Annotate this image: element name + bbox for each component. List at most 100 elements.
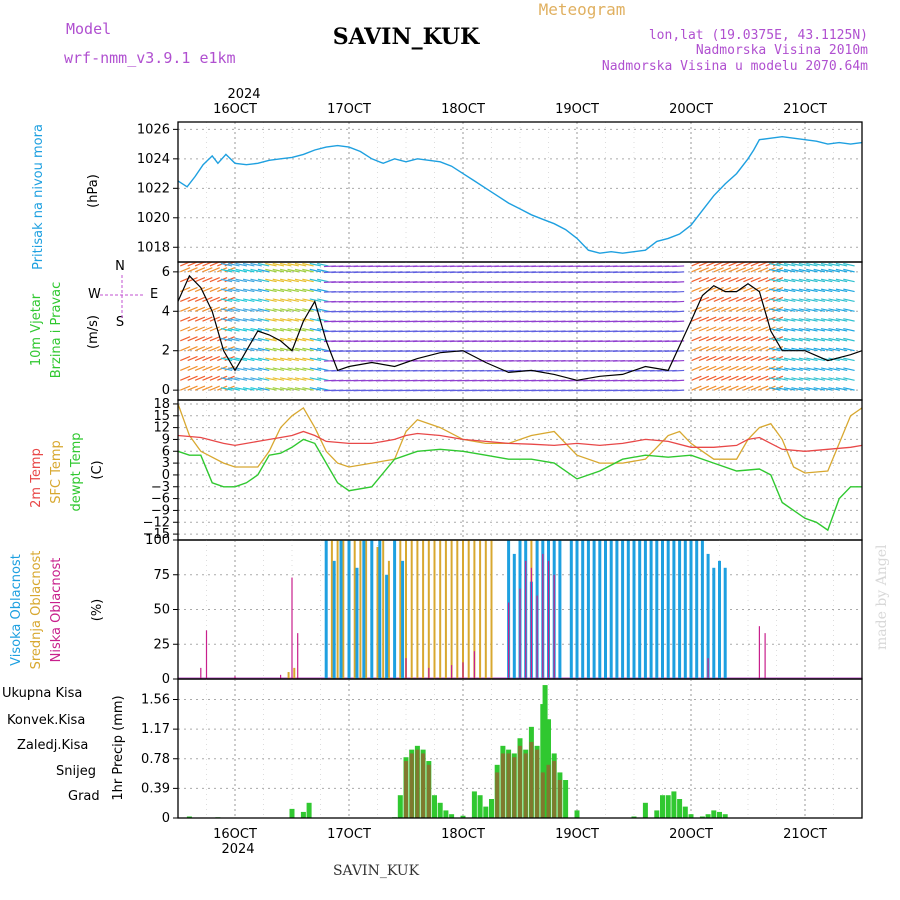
wind-barb xyxy=(843,347,855,352)
wind-barb xyxy=(317,347,329,352)
wind-barb xyxy=(720,316,732,322)
wind-barb xyxy=(194,286,206,293)
wind-barb xyxy=(791,308,803,312)
wind-barb xyxy=(806,387,818,391)
y-tick-label: 0.78 xyxy=(141,752,170,767)
wind-barb xyxy=(806,318,818,322)
wind-barb xyxy=(743,346,754,352)
wind-barb xyxy=(769,327,781,332)
wind-barb xyxy=(776,357,789,362)
wind-barb xyxy=(806,288,818,293)
high-cloud-bar xyxy=(695,540,699,679)
wind-barb xyxy=(180,346,191,352)
wind-barb xyxy=(835,367,848,372)
wind-barb xyxy=(735,306,747,312)
wind-barb xyxy=(843,337,855,342)
wind-barb xyxy=(806,377,818,381)
high-cloud-bar xyxy=(558,540,562,679)
wind-barb xyxy=(187,286,198,293)
wind-barb xyxy=(309,387,322,391)
wind-barb xyxy=(202,346,213,352)
mid-cloud-bar xyxy=(336,540,339,679)
bottom-day-label: 17OCT xyxy=(327,827,371,842)
wind-barb xyxy=(843,318,855,322)
low-cloud-bar xyxy=(530,567,532,679)
high-cloud-bar xyxy=(609,540,613,679)
mid-cloud-bar xyxy=(427,540,430,679)
wind-barb xyxy=(828,327,840,332)
high-cloud-bar xyxy=(604,540,607,679)
wind-barb xyxy=(820,337,833,342)
y-tick-label: 3 xyxy=(162,456,170,471)
wind-barb xyxy=(302,347,314,352)
y-tick-label: 1.56 xyxy=(141,693,170,708)
y-tick-label: 12 xyxy=(153,421,170,436)
wind-barb xyxy=(713,277,724,283)
wind-barb xyxy=(250,278,262,283)
y-tick-label: 25 xyxy=(153,637,170,652)
wind-barb xyxy=(776,367,789,372)
wind-barb xyxy=(280,357,292,362)
wind-barb xyxy=(713,286,724,293)
wind-barb xyxy=(287,367,299,372)
wind-speed-line xyxy=(177,274,863,381)
y-tick-label: 2 xyxy=(162,344,170,359)
wind-barb xyxy=(835,308,848,312)
y-tick-label: 0.39 xyxy=(141,781,170,796)
wind-barb xyxy=(743,316,754,322)
wind-barb xyxy=(235,337,248,342)
wind-barb xyxy=(783,377,796,381)
wind-barb xyxy=(272,327,285,332)
wind-barb xyxy=(287,327,299,332)
wind-barb xyxy=(750,375,761,381)
wind-barb xyxy=(280,278,292,283)
temp-unit: (C) xyxy=(90,460,105,479)
wind-barb xyxy=(698,286,710,293)
wind-barb xyxy=(713,267,724,273)
wind-barb xyxy=(202,267,213,273)
wind-barb xyxy=(691,267,702,273)
wind-barb xyxy=(235,327,248,332)
wind-barb xyxy=(294,377,307,381)
total-precip-bar xyxy=(460,815,466,818)
wind-barb xyxy=(250,337,262,342)
wind-barb xyxy=(820,268,833,273)
wind-barb xyxy=(235,347,248,352)
wind-barb xyxy=(750,296,761,302)
wind-barb xyxy=(265,377,277,381)
wind-barb xyxy=(720,267,732,273)
wind-barb xyxy=(228,262,240,267)
wind-barb xyxy=(280,377,292,381)
wind-barb xyxy=(698,375,710,381)
cloud-ylabel-3: Niska Oblacnost xyxy=(49,558,64,663)
wind-barb xyxy=(242,377,255,381)
wind-barb xyxy=(843,367,855,372)
y-tick-label: 1026 xyxy=(137,122,170,137)
wind-barb xyxy=(302,288,314,293)
high-cloud-bar xyxy=(581,540,585,679)
total-precip-bar xyxy=(542,685,548,818)
wind-barb xyxy=(806,357,818,362)
wind-barb xyxy=(257,298,270,303)
t2m-temp-line xyxy=(177,430,863,452)
wind-barb xyxy=(706,385,717,391)
wind-barb xyxy=(242,288,255,293)
wind-barb xyxy=(835,298,848,303)
wind-barb xyxy=(209,336,220,342)
wind-barb xyxy=(843,377,855,381)
low-cloud-bar xyxy=(297,633,299,679)
precip-legend-item: Zaledj.Kisa xyxy=(17,738,88,753)
total-precip-bar xyxy=(477,795,483,818)
wind-barb xyxy=(287,268,299,273)
conv-precip-bar xyxy=(557,780,562,818)
y-tick-label: 0 xyxy=(162,811,170,826)
wind-barb xyxy=(828,377,840,381)
high-cloud-bar xyxy=(347,540,351,679)
cloud-unit: (%) xyxy=(90,599,105,622)
wind-barb xyxy=(713,326,724,332)
wind-barb xyxy=(769,337,781,342)
wind-barb xyxy=(250,377,262,381)
wind-barb xyxy=(265,357,277,362)
high-cloud-bar xyxy=(723,567,727,679)
wind-barb xyxy=(813,327,826,332)
